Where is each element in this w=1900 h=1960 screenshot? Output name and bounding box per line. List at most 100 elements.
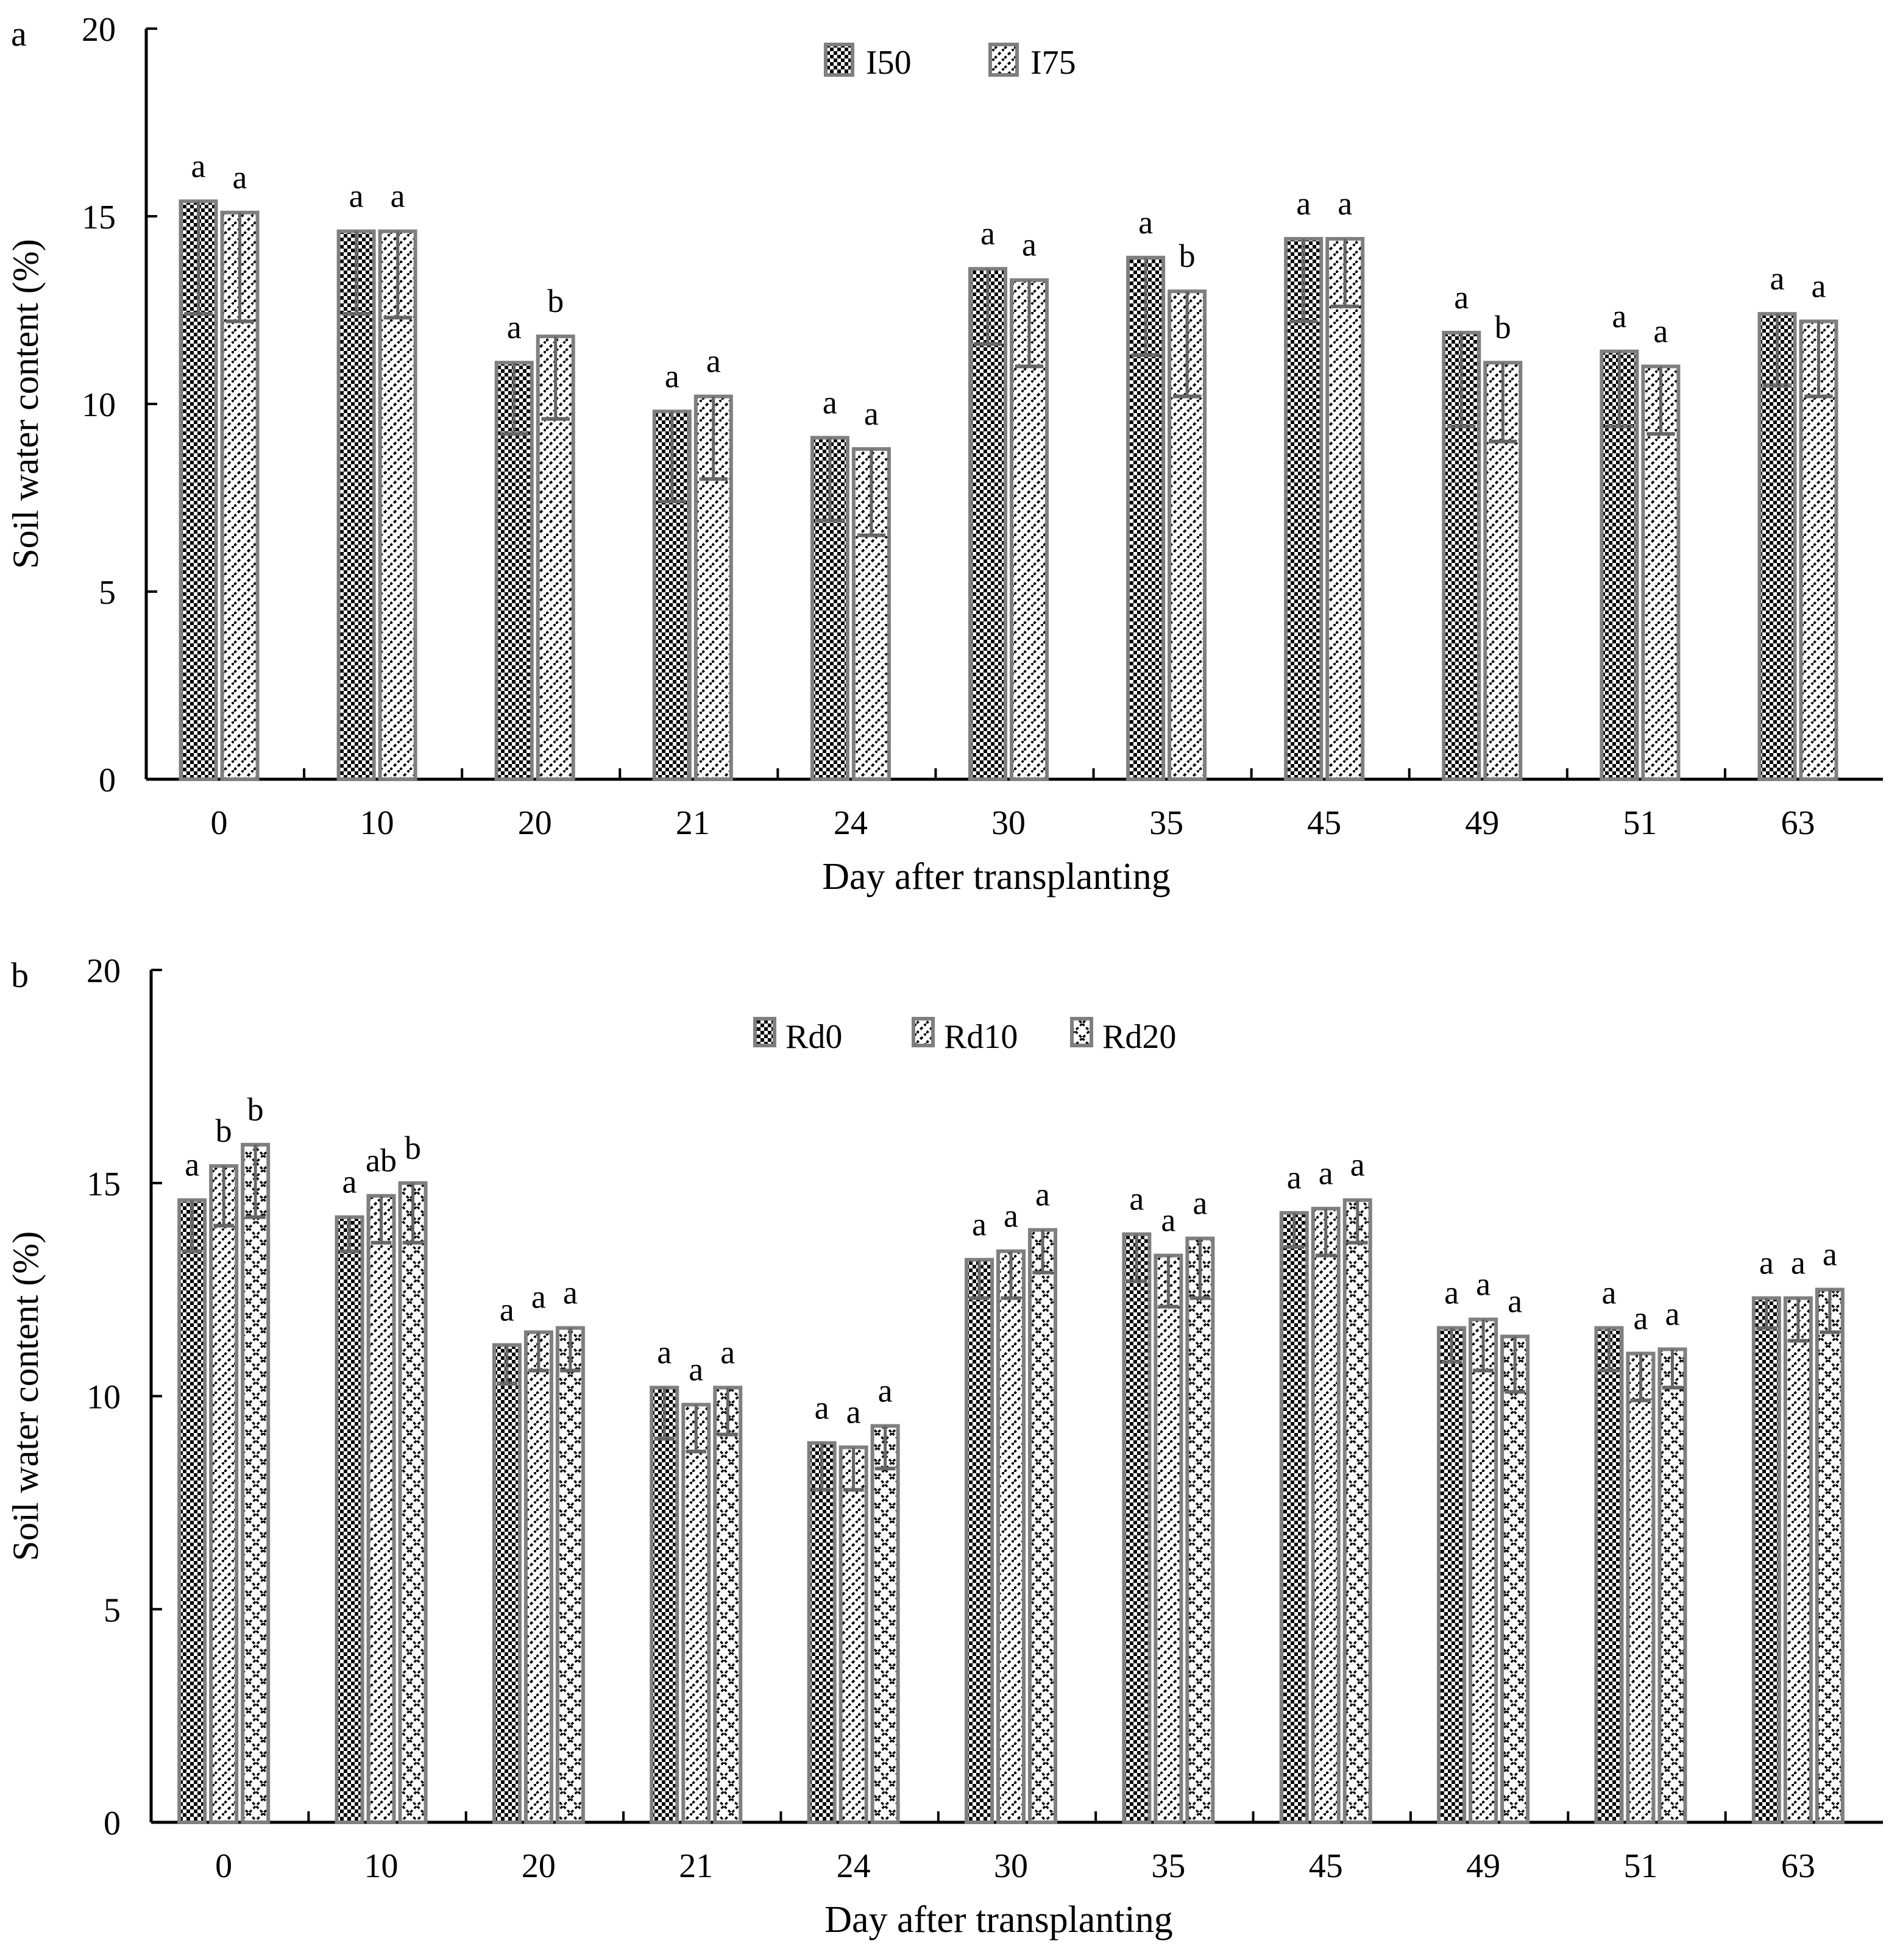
significance-letter: a — [185, 1147, 199, 1183]
significance-letter: b — [547, 283, 564, 319]
legend-swatch-rd10 — [912, 1017, 935, 1047]
significance-letter: a — [706, 343, 721, 380]
bar-i75 — [378, 229, 417, 781]
y-tick-label: 10 — [82, 386, 116, 424]
significance-letter: ab — [366, 1142, 397, 1179]
legend-swatch-rd20 — [1070, 1017, 1093, 1047]
significance-letter: a — [1653, 313, 1668, 349]
x-tick-label: 10 — [360, 804, 394, 842]
significance-letter: a — [349, 178, 364, 214]
bar-rd0 — [650, 1385, 679, 1824]
bar-rd20 — [1185, 1236, 1215, 1825]
x-tick-label: 45 — [1309, 1847, 1343, 1885]
x-tick-label: 10 — [364, 1847, 399, 1885]
y-tick-label: 0 — [104, 1805, 121, 1842]
significance-letter: a — [657, 1334, 672, 1371]
significance-letter: a — [1287, 1159, 1302, 1196]
significance-letter: a — [500, 1292, 514, 1328]
significance-letter: a — [846, 1393, 861, 1430]
bar-rd10 — [366, 1194, 396, 1824]
significance-letter: a — [980, 215, 995, 252]
bar-rd20 — [1028, 1228, 1057, 1824]
x-tick-label: 49 — [1466, 1847, 1500, 1885]
significance-letter: a — [1129, 1181, 1144, 1217]
x-tick-label: 51 — [1623, 1847, 1657, 1885]
x-axis-label: Day after transplanting — [824, 1899, 1173, 1941]
x-tick-label: 20 — [522, 1847, 556, 1885]
bar-rd20 — [555, 1326, 585, 1825]
significance-letter: a — [531, 1279, 546, 1315]
x-tick-label: 24 — [837, 1847, 871, 1885]
significance-letter: a — [1476, 1266, 1491, 1303]
significance-letter: a — [1350, 1147, 1365, 1183]
significance-letter: a — [864, 395, 879, 432]
significance-letter: a — [1823, 1236, 1837, 1273]
bar-rd20 — [1657, 1347, 1687, 1824]
bar-i50 — [968, 267, 1007, 781]
significance-letter: a — [1508, 1283, 1522, 1320]
legend-label-i50: I50 — [866, 44, 912, 82]
bar-rd20 — [241, 1142, 271, 1824]
bar-rd10 — [1783, 1296, 1813, 1824]
significance-letter: b — [216, 1113, 232, 1149]
significance-letter: a — [1770, 260, 1784, 297]
significance-letter: b — [1179, 238, 1196, 274]
significance-letter: a — [1665, 1296, 1679, 1332]
bar-rd0 — [1279, 1211, 1309, 1824]
x-tick-label: 45 — [1307, 804, 1341, 842]
bar-rd20 — [398, 1181, 428, 1824]
x-tick-label: 35 — [1151, 1847, 1185, 1885]
bar-rd20 — [1500, 1334, 1530, 1825]
significance-letter: a — [972, 1206, 987, 1243]
bar-rd0 — [1122, 1232, 1152, 1824]
significance-letter: a — [1161, 1202, 1175, 1239]
y-axis-label: Soil water content (%) — [5, 239, 46, 569]
panel-b: b 0 5 10 15 20 Soil water content (%) 0 10 20 21 24… — [5, 952, 1883, 1941]
significance-letter: b — [247, 1091, 264, 1128]
legend-swatch-i75 — [988, 43, 1019, 77]
panel-label: b — [11, 955, 29, 995]
x-tick-label: 49 — [1465, 804, 1499, 842]
significance-letter: a — [507, 309, 522, 345]
significance-letter: a — [1612, 298, 1626, 334]
bar-rd20 — [870, 1424, 900, 1825]
significance-letter: a — [1035, 1176, 1050, 1213]
x-tick-label: 63 — [1781, 1847, 1815, 1885]
y-tick-label: 5 — [104, 1591, 121, 1629]
panel-a: a 0 5 10 15 20 Soil water content (%) 0 10 20 21 24… — [5, 11, 1883, 897]
significance-letter: a — [1811, 267, 1826, 304]
bar-rd10 — [996, 1249, 1026, 1824]
y-tick-label: 15 — [87, 1166, 121, 1203]
bar-rd10 — [1469, 1317, 1498, 1825]
bar-rd20 — [1815, 1287, 1845, 1824]
significance-letter: a — [1601, 1275, 1616, 1311]
significance-letter: a — [1338, 185, 1352, 222]
bar-rd0 — [1437, 1326, 1467, 1825]
y-tick-label: 15 — [82, 199, 116, 236]
x-tick-label: 63 — [1781, 804, 1815, 842]
significance-letter: a — [878, 1372, 893, 1409]
significance-letter: a — [1633, 1300, 1648, 1337]
legend-label-rd20: Rd20 — [1102, 1018, 1176, 1056]
x-tick-label: 21 — [679, 1847, 713, 1885]
x-tick-label: 0 — [211, 804, 228, 842]
bar-rd10 — [1154, 1253, 1183, 1825]
bar-i50 — [336, 229, 376, 781]
y-tick-label: 20 — [82, 11, 116, 49]
significance-letter: a — [391, 178, 405, 214]
bar-rd10 — [1626, 1351, 1656, 1825]
significance-letter: b — [405, 1130, 421, 1166]
significance-letter: a — [1444, 1275, 1459, 1311]
bar-rd10 — [838, 1445, 868, 1824]
significance-letter: a — [342, 1164, 357, 1200]
legend-swatch-i50 — [824, 43, 854, 77]
y-tick-label: 20 — [87, 952, 121, 990]
significance-letter: a — [233, 159, 247, 196]
significance-letter: a — [689, 1351, 703, 1387]
y-tick-label: 0 — [99, 762, 116, 799]
significance-letter: a — [1454, 279, 1469, 316]
bar-rd0 — [177, 1198, 207, 1824]
significance-letter: a — [1296, 185, 1311, 222]
significance-letter: a — [720, 1334, 735, 1371]
significance-letter: a — [823, 384, 837, 420]
